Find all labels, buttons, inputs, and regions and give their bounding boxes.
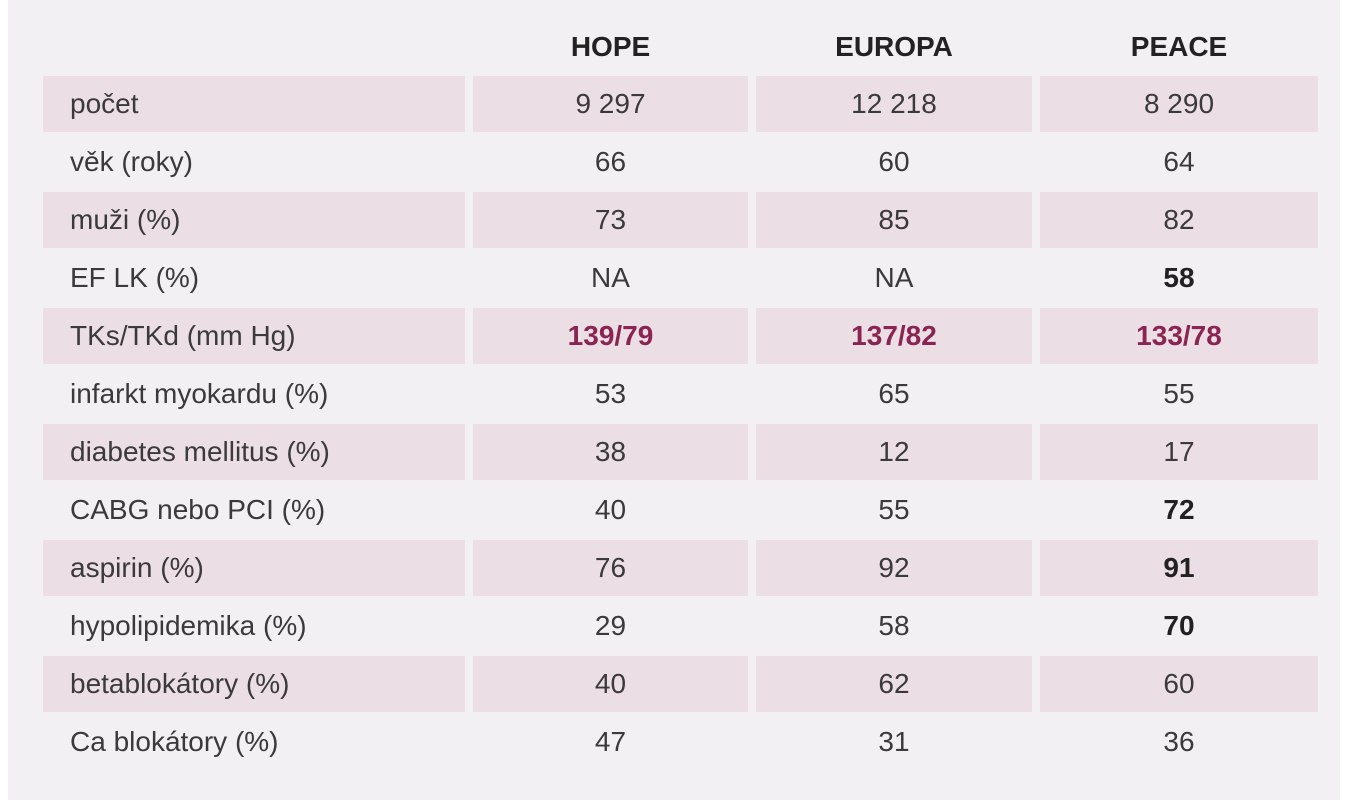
table-cell: 76 <box>473 540 748 596</box>
table-cell: 70 <box>1163 610 1195 641</box>
row-label: betablokátory (%) <box>43 656 465 712</box>
table-cell: 139/79 <box>473 308 748 364</box>
table-cell: 8 290 <box>1040 76 1318 132</box>
table-cell: 31 <box>878 726 910 757</box>
table-cell: 85 <box>756 192 1032 248</box>
table-cell: NA <box>591 262 630 293</box>
table-cell: 40 <box>473 656 748 712</box>
row-label: diabetes mellitus (%) <box>43 424 465 480</box>
row-label: počet <box>43 76 465 132</box>
column-header: EUROPA <box>835 31 953 62</box>
table-cell: 92 <box>756 540 1032 596</box>
table-cell: 36 <box>1163 726 1195 757</box>
table-cell: 133/78 <box>1040 308 1318 364</box>
table-cell: 29 <box>594 610 627 641</box>
table-cell: 55 <box>878 494 910 525</box>
table-panel: HOPE EUROPA PEACE počet 9 297 12 218 8 290 věk … <box>8 0 1340 800</box>
table-cell: 9 297 <box>473 76 748 132</box>
table-cell: 91 <box>1040 540 1318 596</box>
table: HOPE EUROPA PEACE počet 9 297 12 218 8 290 věk … <box>43 20 1318 770</box>
column-header: HOPE <box>570 31 651 62</box>
table-cell: 47 <box>594 726 627 757</box>
table-cell: 62 <box>756 656 1032 712</box>
table-cell: 12 218 <box>756 76 1032 132</box>
header-blank <box>43 20 465 74</box>
row-label: CABG nebo PCI (%) <box>70 494 326 525</box>
table-cell: 58 <box>878 610 910 641</box>
table-cell: 65 <box>878 378 910 409</box>
table-cell: 55 <box>1163 378 1195 409</box>
row-label: infarkt myokardu (%) <box>70 378 329 409</box>
row-label: EF LK (%) <box>70 262 200 293</box>
column-header: PEACE <box>1130 31 1228 62</box>
table-cell: 38 <box>473 424 748 480</box>
table-cell: 66 <box>594 146 627 177</box>
row-label: TKs/TKd (mm Hg) <box>43 308 465 364</box>
table-cell: 40 <box>594 494 627 525</box>
row-label: Ca blokátory (%) <box>70 726 279 757</box>
table-cell: 60 <box>878 146 910 177</box>
row-label: hypolipidemika (%) <box>70 610 307 641</box>
row-label: muži (%) <box>43 192 465 248</box>
table-cell: NA <box>874 262 914 293</box>
table-cell: 82 <box>1040 192 1318 248</box>
table-cell: 137/82 <box>756 308 1032 364</box>
table-cell: 60 <box>1040 656 1318 712</box>
table-cell: 17 <box>1040 424 1318 480</box>
table-cell: 12 <box>756 424 1032 480</box>
row-label: aspirin (%) <box>43 540 465 596</box>
table-cell: 72 <box>1163 494 1195 525</box>
row-label: věk (roky) <box>70 146 193 177</box>
table-cell: 53 <box>594 378 627 409</box>
table-cell: 73 <box>473 192 748 248</box>
table-cell: 58 <box>1163 262 1195 293</box>
table-cell: 64 <box>1163 146 1195 177</box>
